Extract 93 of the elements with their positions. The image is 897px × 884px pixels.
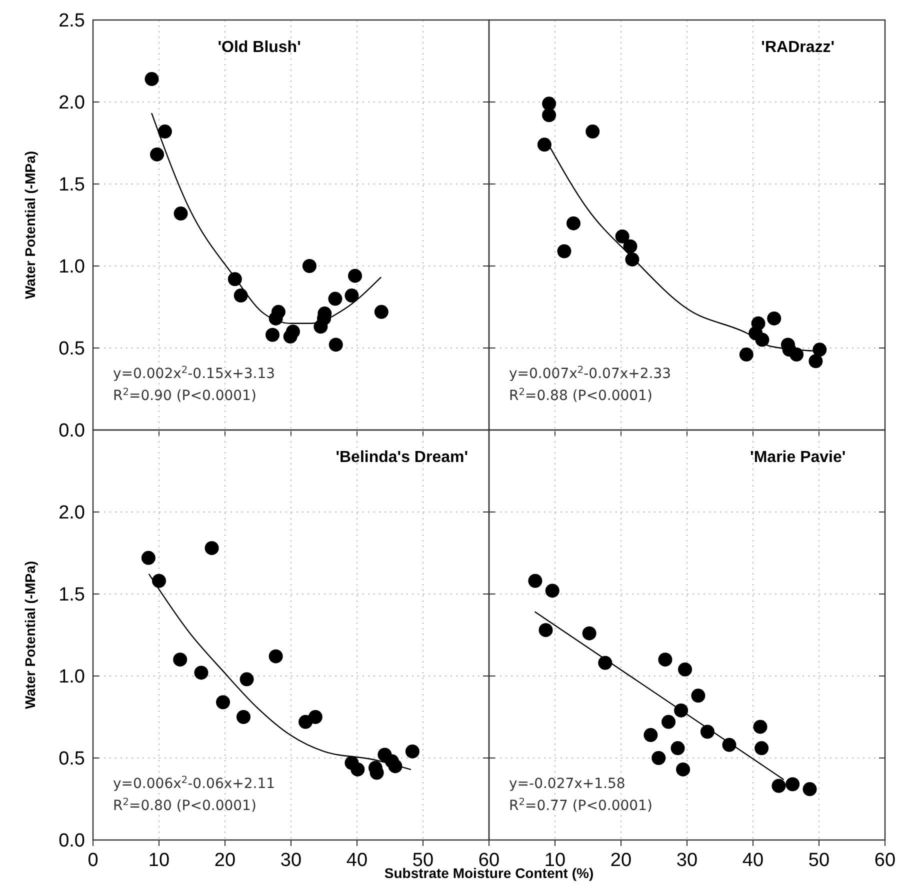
point (240, 672, 254, 686)
point (328, 292, 342, 306)
y-tick-label: 1.5 (58, 584, 85, 606)
point (234, 288, 248, 303)
point (767, 311, 782, 326)
point (802, 782, 817, 796)
point (598, 656, 612, 670)
point (662, 714, 676, 729)
point (586, 124, 600, 139)
point (739, 348, 754, 362)
point (790, 348, 804, 362)
point (348, 268, 362, 283)
y-tick-label: 1.0 (58, 256, 85, 278)
x-tick-label: 30 (676, 850, 698, 871)
y-tick-label: 1.0 (58, 666, 85, 688)
point (174, 206, 188, 221)
point (216, 695, 230, 710)
point (542, 96, 556, 111)
annotation: R$^{2}$=0.77 (P<0.0001) (509, 796, 652, 814)
x-tick-label: 50 (808, 850, 830, 871)
point (753, 720, 768, 734)
point (344, 288, 359, 303)
point (528, 574, 542, 588)
point (141, 550, 156, 565)
point (266, 328, 280, 342)
point (194, 666, 208, 680)
y-tick-label: 2.0 (58, 502, 85, 524)
point (302, 259, 316, 273)
point (204, 541, 219, 556)
point (286, 324, 300, 339)
point (582, 626, 596, 640)
y-tick-label: 2.0 (58, 92, 85, 114)
point (308, 710, 322, 724)
point (538, 623, 553, 638)
point (268, 649, 283, 664)
point (623, 239, 638, 254)
text: 'Marie Pavie' (750, 449, 846, 466)
x-tick-label: 40 (742, 850, 764, 871)
point (676, 762, 690, 776)
point (691, 688, 706, 703)
x-tick-label: 20 (214, 850, 236, 871)
x-tick-label: 40 (346, 850, 368, 871)
point (173, 652, 188, 667)
text: 'Belinda's Dream' (336, 449, 468, 466)
point (537, 138, 552, 152)
y-tick-label: 0.0 (58, 830, 85, 852)
x-tick-label: 0 (88, 850, 98, 871)
point (674, 703, 688, 718)
annotation: R$^{2}$=0.80 (P<0.0001) (113, 796, 256, 814)
x-tick-label: 20 (610, 850, 632, 871)
point (566, 216, 580, 230)
text: 'Old Blush' (218, 39, 301, 56)
y-tick-label: 0.0 (58, 420, 85, 442)
point (786, 777, 800, 792)
point (615, 229, 630, 244)
point (644, 728, 658, 742)
y-axis-title: Water Potential (-MPa) (22, 150, 38, 300)
y-tick-label: 0.5 (58, 748, 85, 770)
point (670, 741, 685, 756)
point (808, 354, 823, 368)
point (144, 72, 159, 86)
point (754, 741, 769, 756)
point (678, 662, 692, 676)
y-axis-title: Water Potential (-MPa) (22, 560, 38, 710)
x-tick-label: 10 (148, 850, 170, 871)
point (152, 574, 166, 588)
point (772, 778, 786, 793)
point (545, 584, 560, 598)
annotation: R$^{2}$=0.90 (P<0.0001) (113, 386, 256, 404)
annotation: y=-0.027x+1.58 (509, 776, 626, 792)
annotation: y=0.006x$^{2}$-0.06x+2.11 (113, 774, 276, 792)
point (374, 304, 388, 319)
y-tick-label: 1.5 (58, 174, 85, 196)
point (658, 652, 672, 667)
point (557, 244, 572, 258)
x-tick-label: 30 (280, 850, 302, 871)
point (652, 751, 666, 765)
point (158, 124, 172, 139)
y-tick-label: 0.5 (58, 338, 85, 360)
text: 'RADrazz' (761, 39, 835, 56)
point (700, 724, 714, 739)
point (150, 147, 164, 162)
x-axis-title: Substrate Moisture Content (%) (384, 865, 594, 881)
y-tick-label: 2.5 (58, 10, 85, 32)
point (542, 108, 556, 122)
annotation: y=0.007x$^{2}$-0.07x+2.33 (509, 364, 672, 382)
annotation: R$^{2}$=0.88 (P<0.0001) (509, 386, 652, 404)
point (405, 744, 420, 758)
point (236, 710, 250, 724)
point (350, 762, 365, 776)
annotation: y=0.002x$^{2}$-0.15x+3.13 (113, 364, 276, 382)
point (328, 338, 343, 352)
x-tick-label: 60 (874, 850, 896, 871)
